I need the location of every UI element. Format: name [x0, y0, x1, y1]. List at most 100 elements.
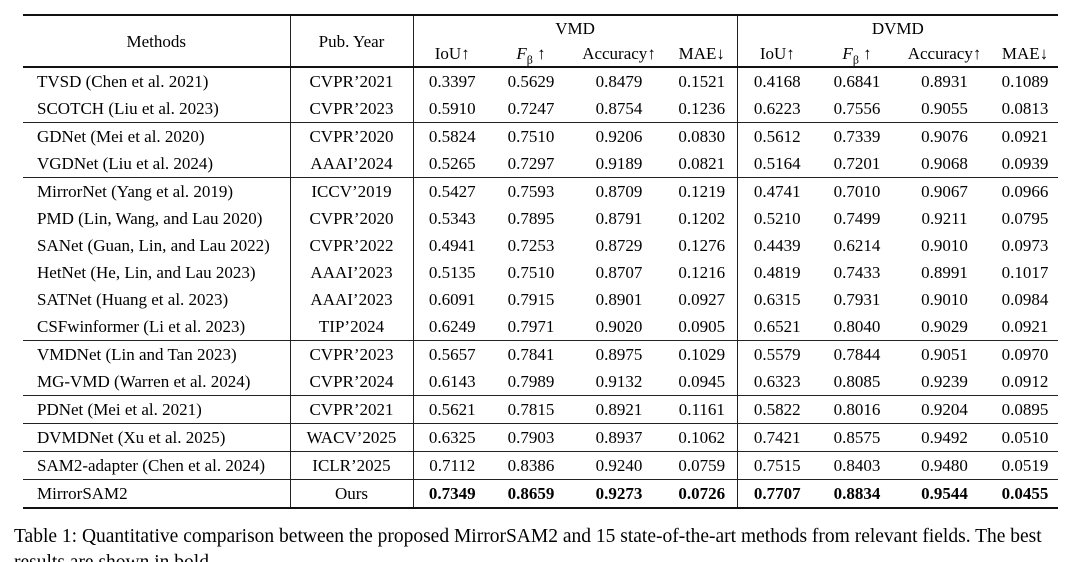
dvmd-mae-value: 0.0966	[1001, 182, 1049, 201]
vmd-iou-value: 0.4941	[428, 236, 476, 255]
vmd-mae-value: 0.1029	[667, 340, 738, 368]
vmd-mae-value: 0.1219	[667, 177, 738, 205]
vmd-iou-value: 0.6143	[413, 368, 491, 396]
vmd-accuracy-value: 0.8729	[595, 236, 643, 255]
col-group-header-vmd: VMD	[413, 15, 738, 41]
table-row: SAM2-adapter (Chen et al. 2024) ICLR’2025…	[23, 451, 1059, 480]
table-row: CSFwinformer (Li et al. 2023) TIP’2024 0.6…	[23, 313, 1059, 341]
method-name: SCOTCH (Liu et al. 2023)	[23, 95, 291, 123]
method-name: SATNet (Huang et al. 2023)	[23, 286, 291, 313]
vmd-iou-value: 0.5343	[428, 209, 476, 228]
vmd-mae-value: 0.0905	[667, 313, 738, 341]
vmd-f-beta-value: 0.7510	[507, 263, 555, 282]
vmd-f-beta-value: 0.7815	[491, 395, 571, 424]
vmd-mae-value: 0.1521	[667, 67, 738, 95]
dvmd-mae-value: 0.0455	[1001, 484, 1049, 503]
dvmd-accuracy-value: 0.9067	[921, 182, 968, 201]
pub-year-value: CVPR’2020	[290, 122, 414, 150]
dvmd-iou-value: 0.6315	[753, 290, 801, 309]
table-row: SCOTCH (Liu et al. 2023) CVPR’2023 0.5910 0…	[23, 95, 1059, 123]
pub-year-value: AAAI’2023	[290, 286, 414, 313]
vmd-f-beta-value: 0.7510	[507, 127, 555, 146]
vmd-iou-value: 0.7112	[413, 451, 491, 480]
table-row: GDNet (Mei et al. 2020) CVPR’2020 0.5824 0.…	[23, 122, 1058, 150]
dvmd-iou-value: 0.5612	[753, 127, 801, 146]
vmd-iou-value: 0.5265	[413, 150, 491, 178]
dvmd-accuracy-value: 0.9051	[921, 345, 968, 364]
dvmd-accuracy-value: 0.9544	[921, 484, 968, 503]
vmd-f-beta-value: 0.7841	[507, 345, 555, 364]
dvmd-f-beta-value: 0.8403	[817, 451, 898, 480]
vmd-f-beta-value: 0.7253	[507, 236, 555, 255]
method-name: MG-VMD (Warren et al. 2024)	[23, 368, 291, 396]
method-name: SAM2-adapter (Chen et al. 2024)	[23, 451, 291, 480]
dvmd-f-beta-value: 0.6841	[833, 72, 881, 91]
header-row-groups: Methods Pub. Year VMD DVMD	[23, 15, 1058, 67]
vmd-accuracy-value: 0.8921	[571, 395, 667, 424]
vmd-f-beta-value: 0.7297	[491, 150, 571, 178]
dvmd-mae-value: 0.1017	[1001, 263, 1049, 282]
dvmd-mae-value: 0.0519	[992, 451, 1059, 480]
pub-year-value: CVPR’2020	[290, 205, 414, 232]
vmd-f-beta-value: 0.7915	[507, 290, 555, 309]
pub-year-value: CVPR’2021	[290, 395, 414, 424]
col-header-vmd-iou: IoU↑	[434, 44, 470, 63]
method-name: CSFwinformer (Li et al. 2023)	[23, 313, 291, 341]
col-header-dvmd-f-beta: Fβ ↑	[842, 44, 872, 67]
table-row: SATNet (Huang et al. 2023) AAAI’2023 0.609…	[23, 286, 1058, 313]
method-name: VGDNet (Liu et al. 2024)	[23, 150, 291, 178]
table-caption: Table 1: Quantitative comparison between…	[14, 526, 1042, 562]
vmd-mae-value: 0.1202	[667, 205, 738, 232]
dvmd-mae-value: 0.0973	[1001, 236, 1049, 255]
vmd-accuracy-value: 0.9189	[571, 150, 667, 178]
dvmd-accuracy-value: 0.8991	[921, 263, 968, 282]
dvmd-mae-value: 0.0895	[992, 395, 1059, 424]
pub-year-value: CVPR’2021	[290, 67, 414, 95]
vmd-accuracy-value: 0.8709	[595, 182, 643, 201]
dvmd-iou-value: 0.7421	[737, 423, 818, 452]
vmd-mae-value: 0.0726	[667, 479, 738, 508]
vmd-accuracy-value: 0.8754	[571, 95, 667, 123]
vmd-accuracy-value: 0.9240	[571, 451, 667, 480]
vmd-accuracy-value: 0.9273	[595, 484, 643, 503]
table-row: DVMDNet (Xu et al. 2025) WACV’2025 0.6325 0…	[23, 423, 1059, 452]
vmd-f-beta-value: 0.7593	[507, 182, 555, 201]
dvmd-f-beta-value: 0.7931	[833, 290, 881, 309]
vmd-iou-value: 0.7349	[428, 484, 476, 503]
pub-year-value: CVPR’2023	[290, 95, 414, 123]
col-header-vmd-mae: MAE↓	[667, 41, 738, 67]
vmd-f-beta-value: 0.8659	[507, 484, 555, 503]
dvmd-f-beta-value: 0.8575	[817, 423, 898, 452]
method-name: SANet (Guan, Lin, and Lau 2022)	[23, 232, 291, 259]
dvmd-iou-value: 0.5210	[753, 209, 801, 228]
method-name: TVSD (Chen et al. 2021)	[23, 67, 291, 95]
dvmd-iou-value: 0.6323	[737, 368, 818, 396]
dvmd-iou-value: 0.4741	[753, 182, 801, 201]
col-header-vmd-accuracy: Accuracy↑	[582, 44, 656, 63]
dvmd-mae-value: 0.0510	[992, 423, 1059, 452]
vmd-mae-value: 0.1062	[667, 423, 738, 452]
vmd-mae-value: 0.0759	[667, 451, 738, 480]
col-header-dvmd-iou: IoU↑	[759, 44, 795, 63]
dvmd-accuracy-value: 0.9055	[897, 95, 993, 123]
dvmd-accuracy-value: 0.9204	[897, 395, 993, 424]
dvmd-accuracy-value: 0.9211	[921, 209, 968, 228]
method-name: VMDNet (Lin and Tan 2023)	[23, 340, 291, 368]
dvmd-iou-value: 0.4168	[753, 72, 801, 91]
dvmd-accuracy-value: 0.9010	[921, 236, 968, 255]
vmd-iou-value: 0.5657	[428, 345, 476, 364]
pub-year-value: TIP’2024	[290, 313, 414, 341]
dvmd-f-beta-value: 0.8085	[817, 368, 898, 396]
dvmd-accuracy-value: 0.9076	[921, 127, 968, 146]
vmd-accuracy-value: 0.9020	[571, 313, 667, 341]
vmd-mae-value: 0.1236	[667, 95, 738, 123]
vmd-iou-value: 0.5427	[428, 182, 476, 201]
vmd-accuracy-value: 0.8791	[595, 209, 643, 228]
vmd-mae-value: 0.0927	[667, 286, 738, 313]
dvmd-mae-value: 0.0921	[992, 313, 1059, 341]
dvmd-iou-value: 0.7515	[737, 451, 818, 480]
dvmd-mae-value: 0.0795	[1001, 209, 1049, 228]
dvmd-iou-value: 0.5822	[737, 395, 818, 424]
vmd-f-beta-value: 0.7989	[491, 368, 571, 396]
